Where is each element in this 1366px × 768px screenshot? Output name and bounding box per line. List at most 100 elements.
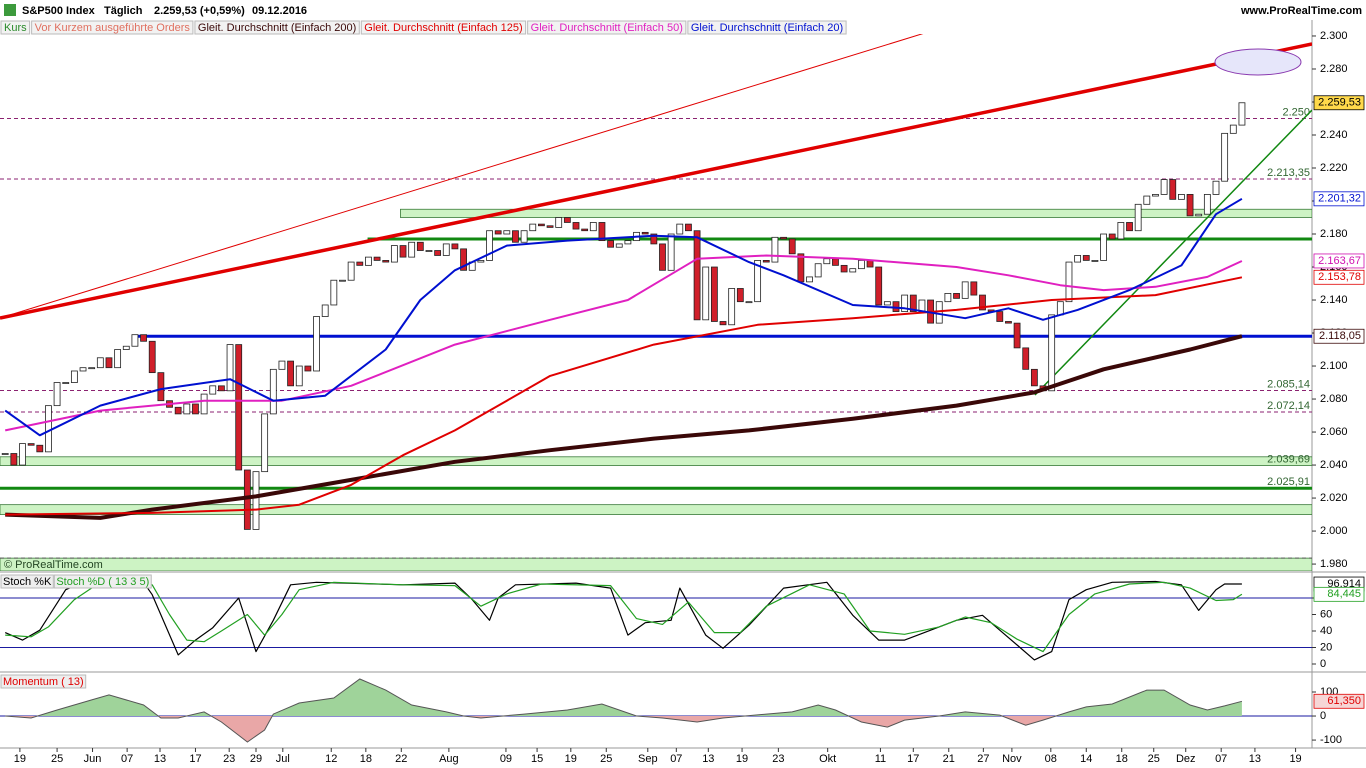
candle xyxy=(477,260,485,263)
candle xyxy=(1195,213,1203,217)
legend-tab[interactable] xyxy=(194,20,360,35)
price-panel: 2.039,69 2.250 2.213,35 2.085,14 2.072,14 2.0… xyxy=(0,34,1312,571)
watermark: © ProRealTime.com xyxy=(4,559,103,571)
candle xyxy=(62,382,70,384)
legend-tab[interactable] xyxy=(687,20,847,35)
y-tick-label: 0 xyxy=(1320,710,1326,722)
support-zone xyxy=(0,504,1312,515)
x-tick-label: Okt xyxy=(819,753,836,765)
momentum-panel xyxy=(0,678,1312,743)
candle xyxy=(572,222,580,230)
legend-tab[interactable] xyxy=(360,20,527,35)
x-tick-label: 07 xyxy=(670,753,682,765)
candle xyxy=(252,471,260,530)
candle xyxy=(667,233,675,271)
candle xyxy=(192,403,199,415)
candle xyxy=(1013,322,1021,349)
legend-label[interactable]: Kurs xyxy=(4,22,27,34)
legend-tab[interactable] xyxy=(527,20,687,35)
x-tick-label: 27 xyxy=(977,753,989,765)
x-tick-label: 07 xyxy=(1215,753,1227,765)
candle xyxy=(278,360,286,370)
date: 09.12.2016 xyxy=(252,5,307,17)
candle xyxy=(1056,301,1064,316)
candle xyxy=(823,258,831,265)
candle xyxy=(1030,368,1038,387)
x-tick-label: Jun xyxy=(84,753,102,765)
legend-label[interactable]: Gleit. Durchschnitt (Einfach 125) xyxy=(364,22,522,34)
legend-tab[interactable] xyxy=(0,20,31,35)
candle xyxy=(953,293,960,299)
x-tick-label: 18 xyxy=(360,753,372,765)
candle xyxy=(503,230,511,235)
y-tick-label: 2.060 xyxy=(1320,426,1348,438)
candle xyxy=(122,345,130,350)
level-label: 2.072,14 xyxy=(1267,400,1310,412)
value-marker-label: 2.163,67 xyxy=(1318,255,1361,267)
level-label: 2.025,91 xyxy=(1267,476,1310,488)
legend-tabs: Kurs Vor Kurzem ausgeführte Orders Gleit. … xyxy=(0,20,847,35)
candle xyxy=(1048,314,1056,392)
candle xyxy=(209,385,217,395)
candle xyxy=(373,256,381,261)
candle xyxy=(19,443,26,466)
x-tick-label: 18 xyxy=(1116,753,1128,765)
stoch-panel xyxy=(0,580,1312,661)
candle xyxy=(416,241,424,251)
candle xyxy=(382,260,390,263)
candle xyxy=(174,406,182,415)
y-tick-label: 1.980 xyxy=(1320,558,1348,570)
legend-label[interactable]: Gleit. Durchschnitt (Einfach 200) xyxy=(198,22,356,34)
candle xyxy=(710,266,718,322)
y-tick-label: 2.180 xyxy=(1320,228,1348,240)
x-tick-label: Jul xyxy=(276,753,290,765)
x-tick-label: 13 xyxy=(1249,753,1261,765)
panel-label-box xyxy=(0,574,54,589)
x-tick-label: 17 xyxy=(907,753,919,765)
momentum-area-negative xyxy=(5,716,1242,742)
support-zone xyxy=(0,456,1312,466)
x-tick-label: Aug xyxy=(439,753,459,765)
candle xyxy=(883,301,891,306)
candle xyxy=(702,266,710,321)
price-marks xyxy=(1,102,1246,530)
series-line xyxy=(4,197,1243,437)
y-tick-label: 2.100 xyxy=(1320,360,1348,372)
candle xyxy=(1229,124,1237,134)
candle xyxy=(624,240,632,245)
candle xyxy=(434,250,442,256)
candle xyxy=(451,243,459,250)
x-tick-label: 25 xyxy=(51,753,63,765)
value-marker-label: 84,445 xyxy=(1327,588,1361,600)
y-tick-label: 2.020 xyxy=(1320,492,1348,504)
value-marker xyxy=(1313,328,1365,344)
candle xyxy=(1091,260,1099,262)
value-marker xyxy=(1313,269,1365,285)
legend-label[interactable]: Vor Kurzem ausgeführte Orders xyxy=(35,22,191,34)
candle xyxy=(36,444,44,453)
candle xyxy=(408,241,416,258)
value-marker xyxy=(1313,95,1365,111)
candle xyxy=(1108,233,1116,240)
candle xyxy=(218,385,225,392)
momentum-marks xyxy=(5,678,1243,743)
x-tick-label: 12 xyxy=(325,753,337,765)
legend-label[interactable]: Gleit. Durchschnitt (Einfach 20) xyxy=(691,22,843,34)
candle xyxy=(1134,203,1142,232)
candle xyxy=(650,233,658,245)
candle xyxy=(235,344,243,471)
legend-tab[interactable] xyxy=(31,20,194,35)
y-tick-label: 40 xyxy=(1320,625,1332,637)
trend-line xyxy=(1034,109,1312,396)
candle xyxy=(641,231,649,235)
legend-label[interactable]: Gleit. Durchschnitt (Einfach 50) xyxy=(531,22,683,34)
panel-label: Stoch %K xyxy=(3,576,52,588)
candle xyxy=(520,230,528,243)
y-tick-label: 20 xyxy=(1320,641,1332,653)
x-tick-label: 11 xyxy=(875,753,886,765)
candle xyxy=(961,281,969,299)
candle xyxy=(563,217,571,223)
candle xyxy=(1126,222,1133,232)
candle xyxy=(399,245,407,258)
